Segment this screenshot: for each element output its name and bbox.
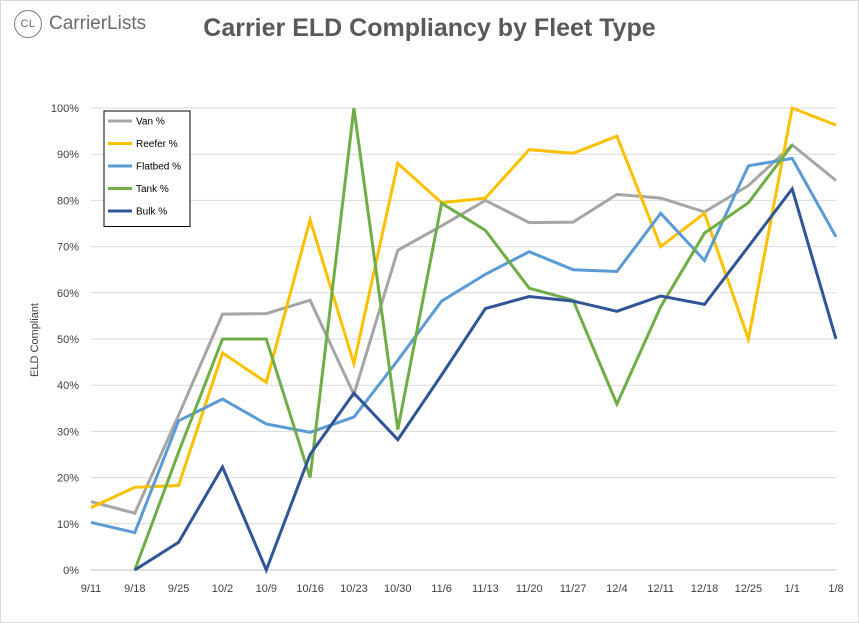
legend-label: Tank % xyxy=(136,184,169,195)
y-tick-label: 90% xyxy=(57,149,79,161)
y-tick-label: 10% xyxy=(57,519,79,531)
y-tick-label: 100% xyxy=(51,103,79,115)
legend-label: Bulk % xyxy=(136,207,167,218)
y-tick-label: 0% xyxy=(63,565,79,577)
x-tick-label: 10/16 xyxy=(296,583,324,595)
y-axis-ticks: 0% 10% 20% 30% 40% 50% 60% 70% 80% 90% 100% xyxy=(51,103,79,577)
x-tick-label: 9/18 xyxy=(124,583,145,595)
x-tick-label: 11/6 xyxy=(431,583,452,595)
series-line-bulk xyxy=(133,185,838,575)
legend-label: Flatbed % xyxy=(136,162,181,173)
y-axis-label: ELD Compliant xyxy=(29,303,41,377)
gridlines xyxy=(91,107,836,571)
x-tick-label: 1/8 xyxy=(828,583,843,595)
y-tick-label: 40% xyxy=(57,380,79,392)
x-tick-label: 1/1 xyxy=(785,583,800,595)
x-tick-label: 10/23 xyxy=(340,583,368,595)
x-tick-label: 12/11 xyxy=(647,583,674,595)
y-tick-label: 30% xyxy=(57,426,79,438)
x-tick-label: 12/4 xyxy=(606,583,627,595)
x-tick-label: 10/9 xyxy=(256,583,277,595)
series-line-van xyxy=(90,143,837,515)
x-tick-label: 12/18 xyxy=(691,583,719,595)
y-tick-label: 60% xyxy=(57,288,79,300)
x-tick-label: 9/25 xyxy=(168,583,189,595)
x-tick-label: 11/27 xyxy=(560,583,587,595)
logo-name: CarrierLists xyxy=(49,13,147,34)
series-line-flatbed xyxy=(90,156,838,535)
legend: Van % Reefer % Flatbed % Tank % Bulk % xyxy=(103,110,191,227)
x-tick-label: 11/20 xyxy=(516,583,543,595)
chart-title: Carrier ELD Compliancy by Fleet Type xyxy=(203,14,656,42)
x-tick-label: 11/13 xyxy=(472,583,499,595)
y-tick-label: 20% xyxy=(57,473,79,485)
series-lines xyxy=(90,105,838,575)
y-tick-label: 50% xyxy=(57,334,79,346)
legend-box xyxy=(103,110,191,227)
logo-badge: CL xyxy=(14,10,42,38)
logo: CL CarrierLists xyxy=(14,10,146,38)
x-tick-label: 10/2 xyxy=(212,583,233,595)
legend-label: Van % xyxy=(136,117,165,128)
y-tick-label: 80% xyxy=(57,195,79,207)
x-tick-label: 10/30 xyxy=(384,583,412,595)
series-line-reefer xyxy=(90,105,837,509)
x-tick-label: 9/11 xyxy=(81,583,102,595)
series-line-tank xyxy=(133,107,794,571)
x-axis-ticks: 9/11 9/18 9/25 10/2 10/9 10/16 10/23 10/30 11/6 1… xyxy=(81,583,844,595)
y-tick-label: 70% xyxy=(57,242,79,254)
x-tick-label: 12/25 xyxy=(735,583,763,595)
legend-label: Reefer % xyxy=(136,139,178,150)
